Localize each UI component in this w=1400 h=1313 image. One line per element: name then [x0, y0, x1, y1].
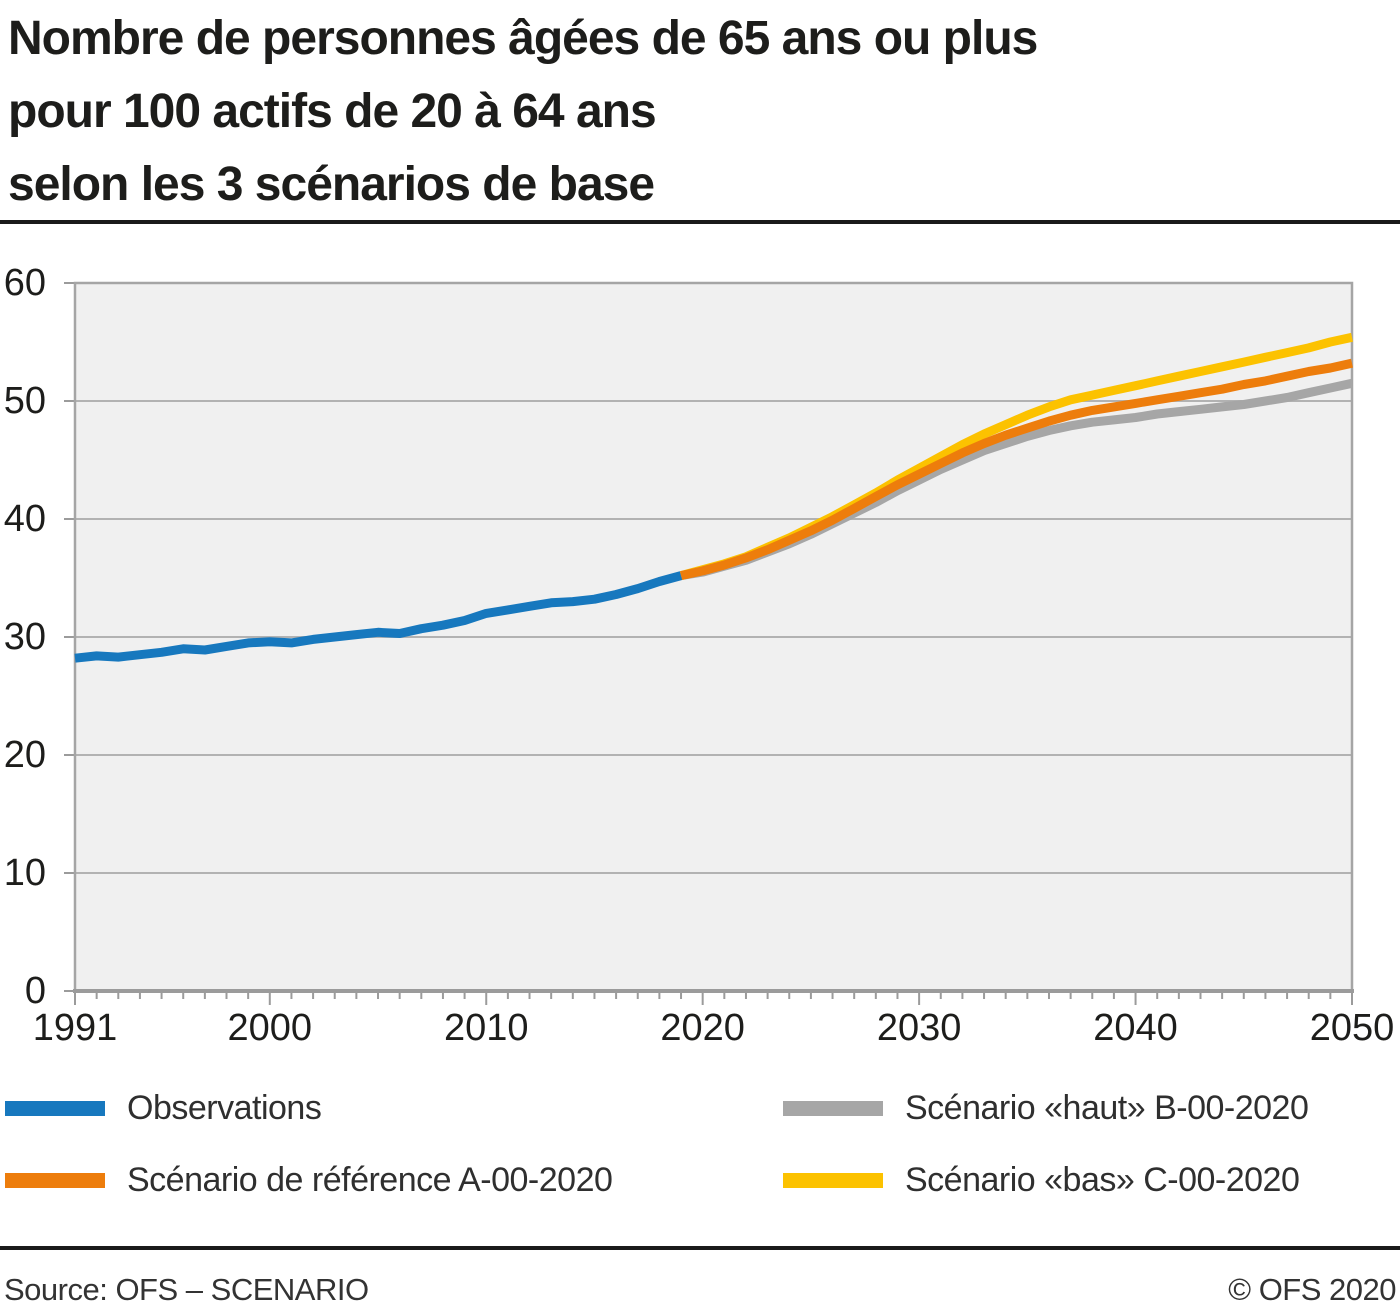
legend: Observations Scénario «haut» B-00-2020 S… [0, 1072, 1400, 1216]
copyright-text: © OFS 2020 [1228, 1272, 1396, 1307]
y-axis-label-60: 60 [4, 262, 46, 304]
x-axis-label-2040: 2040 [1093, 1007, 1178, 1049]
scenario-bas-swatch [783, 1172, 883, 1188]
footer-divider-rule [0, 1246, 1400, 1250]
chart-title-line-1: Nombre de personnes âgées de 65 ans ou p… [8, 12, 1038, 65]
chart-area: 0 10 20 30 40 50 60 1991 2000 2010 2020 2030 2040 205… [0, 250, 1400, 1060]
footer: Source: OFS – SCENARIO © OFS 2020 [0, 1272, 1400, 1308]
legend-item-scenario-haut: Scénario «haut» B-00-2020 [778, 1072, 1400, 1144]
x-axis-label-1991: 1991 [33, 1007, 118, 1049]
series-line-observations [74, 571, 683, 663]
series-line-sc-nario-de-r-f-rence-a-00-2020 [680, 358, 1353, 580]
x-axis-label-2050: 2050 [1310, 1007, 1395, 1049]
legend-label-scenario-reference: Scénario de référence A-00-2020 [127, 1160, 613, 1199]
x-axis-label-2010: 2010 [444, 1007, 529, 1049]
observations-swatch [5, 1100, 105, 1116]
chart-title-line-3: selon les 3 scénarios de base [8, 158, 655, 211]
y-axis-label-30: 30 [4, 616, 46, 658]
source-text: Source: OFS – SCENARIO [4, 1272, 369, 1307]
legend-label-scenario-haut: Scénario «haut» B-00-2020 [905, 1088, 1309, 1127]
y-axis-label-10: 10 [4, 852, 46, 894]
legend-item-scenario-bas: Scénario «bas» C-00-2020 [778, 1144, 1400, 1216]
x-axis-label-2020: 2020 [660, 1007, 745, 1049]
y-axis-label-40: 40 [4, 498, 46, 540]
legend-item-scenario-reference: Scénario de référence A-00-2020 [0, 1144, 778, 1216]
legend-item-observations: Observations [0, 1072, 778, 1144]
scenario-reference-swatch [5, 1172, 105, 1188]
title-divider-rule [0, 220, 1400, 224]
y-axis-label-0: 0 [25, 970, 46, 1012]
legend-label-observations: Observations [127, 1088, 322, 1127]
y-axis-label-20: 20 [4, 734, 46, 776]
x-axis-label-2030: 2030 [877, 1007, 962, 1049]
chart-title-line-2: pour 100 actifs de 20 à 64 ans [8, 85, 657, 138]
legend-label-scenario-bas: Scénario «bas» C-00-2020 [905, 1160, 1300, 1199]
chart-title: Nombre de personnes âgées de 65 ans ou p… [8, 2, 1388, 221]
y-axis-label-50: 50 [4, 380, 46, 422]
x-axis-label-2000: 2000 [228, 1007, 313, 1049]
scenario-haut-swatch [783, 1100, 883, 1116]
